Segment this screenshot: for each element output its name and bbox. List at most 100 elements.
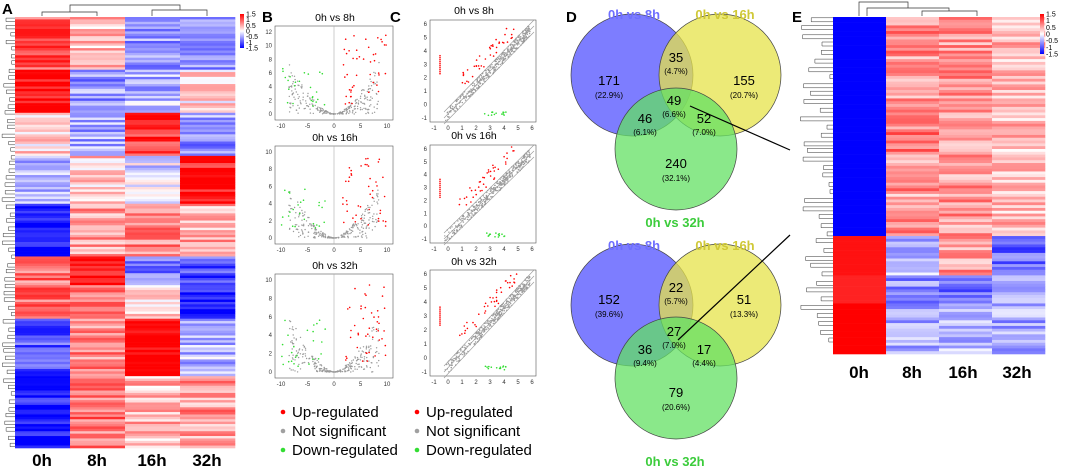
scatter-point-ns (522, 287, 524, 289)
volcano-point-up (374, 53, 377, 55)
heatmap-a-cell (180, 182, 236, 185)
scatter-point-ns (509, 174, 511, 177)
volcano-point-ns (301, 212, 304, 214)
scatter-point-ns (470, 338, 473, 340)
volcano-point-ns (368, 222, 371, 225)
volcano-point-ns (292, 329, 295, 331)
scatter-point-ns (506, 174, 508, 176)
heatmap-a-cell (70, 321, 126, 324)
scatter-point-ns (487, 319, 489, 322)
scatter-point-ns (456, 355, 458, 357)
scatter-ytick: 4 (424, 173, 428, 179)
scatter-point-ns (517, 164, 520, 167)
scatter-point-down (495, 232, 497, 234)
heatmap-a-cell (70, 237, 126, 240)
colorbar-e-tick: 1.5 (1046, 12, 1056, 19)
heatmap-a-cell (70, 424, 126, 427)
heatmap-a-cell (70, 416, 126, 420)
scatter-point-ns (500, 177, 502, 179)
volcano-point-up (362, 317, 365, 320)
heatmap-a-cell (15, 177, 71, 181)
heatmap-a-cell (70, 299, 126, 303)
venn-bottom-pct-16h-only: (13.3%) (730, 310, 758, 319)
heatmap-a-cell (125, 337, 181, 341)
volcano-point-ns (297, 112, 299, 114)
scatter-point-ns (458, 352, 460, 354)
heatmap-e-cell (992, 118, 1046, 122)
heatmap-e-cell (992, 104, 1046, 108)
volcano-point-ns (303, 108, 305, 110)
heatmap-e-cell (886, 177, 940, 181)
volcano-point-ns (372, 215, 374, 217)
volcano-point-ns (314, 231, 316, 233)
heatmap-a-cell (15, 129, 71, 133)
heatmap-e-cell (939, 219, 993, 223)
heatmap-a-cell (180, 33, 236, 37)
scatter-point-ns (504, 55, 506, 58)
heatmap-a-cell (180, 227, 236, 231)
volcano-ytick: 6 (269, 315, 273, 321)
heatmap-e-cell (992, 283, 1046, 287)
heatmap-e-cell (886, 342, 940, 346)
heatmap-e (833, 17, 1046, 355)
scatter-point-ns (499, 188, 502, 191)
scatter-point-ns (481, 76, 483, 79)
heatmap-e-cell (939, 129, 993, 133)
scatter-point-ns (517, 297, 519, 299)
scatter-point-ns (465, 347, 467, 350)
heatmap-a-cell (180, 103, 236, 106)
volcano-point-up (378, 322, 380, 325)
scatter-point-ns (460, 225, 463, 228)
volcano-point-up (377, 330, 380, 332)
scatter-ytick: 3 (424, 186, 428, 192)
volcano-point-ns (376, 194, 378, 197)
venn-top-pct-all: (6.6%) (662, 110, 686, 119)
volcano-point-ns (304, 228, 306, 231)
scatter-point-ns (472, 205, 474, 207)
volcano-point-up (368, 208, 371, 211)
heatmap-a-cell (15, 388, 71, 391)
scatter-ytick: 2 (424, 328, 428, 334)
scatter-point-ns (518, 291, 520, 293)
volcano-point-ns (307, 235, 309, 237)
scatter-point-ns (496, 68, 498, 70)
heatmap-a-cell (70, 26, 126, 30)
heatmap-a-cell (125, 84, 181, 87)
heatmap-e-cell (939, 104, 993, 108)
heatmap-a-cell (15, 445, 71, 449)
scatter-point-ns (503, 52, 505, 54)
volcano-point-ns (303, 223, 305, 225)
volcano-point-ns (323, 368, 325, 371)
volcano-point-ns (371, 330, 373, 332)
volcano-point-ns (293, 96, 295, 98)
heatmap-a-cell (180, 177, 236, 181)
volcano-point-ns (354, 357, 356, 359)
heatmap-a-cell (15, 306, 71, 310)
heatmap-a-cell (125, 98, 181, 102)
heatmap-a-cell (15, 268, 71, 272)
heatmap-a-cell (125, 155, 181, 159)
scatter-point-ns (479, 334, 481, 337)
scatter-point-ns (454, 104, 457, 106)
heatmap-a-cell (125, 167, 181, 171)
volcano-point-up (383, 195, 386, 198)
volcano-point-down (312, 340, 315, 342)
scatter-point-up (463, 197, 466, 200)
volcano-point-up (367, 333, 369, 336)
scatter-point-down (501, 113, 503, 115)
volcano-point-ns (320, 368, 323, 370)
scatter-point-ns (495, 66, 498, 68)
volcano-point-down (299, 201, 302, 203)
scatter-point-ns (494, 64, 497, 66)
heatmap-a-cell (15, 67, 71, 70)
heatmap-e-cell (833, 78, 887, 82)
heatmap-e-cell (992, 297, 1046, 301)
heatmap-e-cell (992, 275, 1046, 279)
panel-e-column-dendrogram (858, 1, 978, 16)
scatter-point-up (495, 291, 498, 294)
scatter-point-ns (457, 356, 459, 358)
scatter-point-up (504, 161, 507, 163)
scatter-point-up (439, 306, 441, 308)
heatmap-a-cell (125, 309, 181, 312)
volcano-point-down (289, 76, 291, 78)
